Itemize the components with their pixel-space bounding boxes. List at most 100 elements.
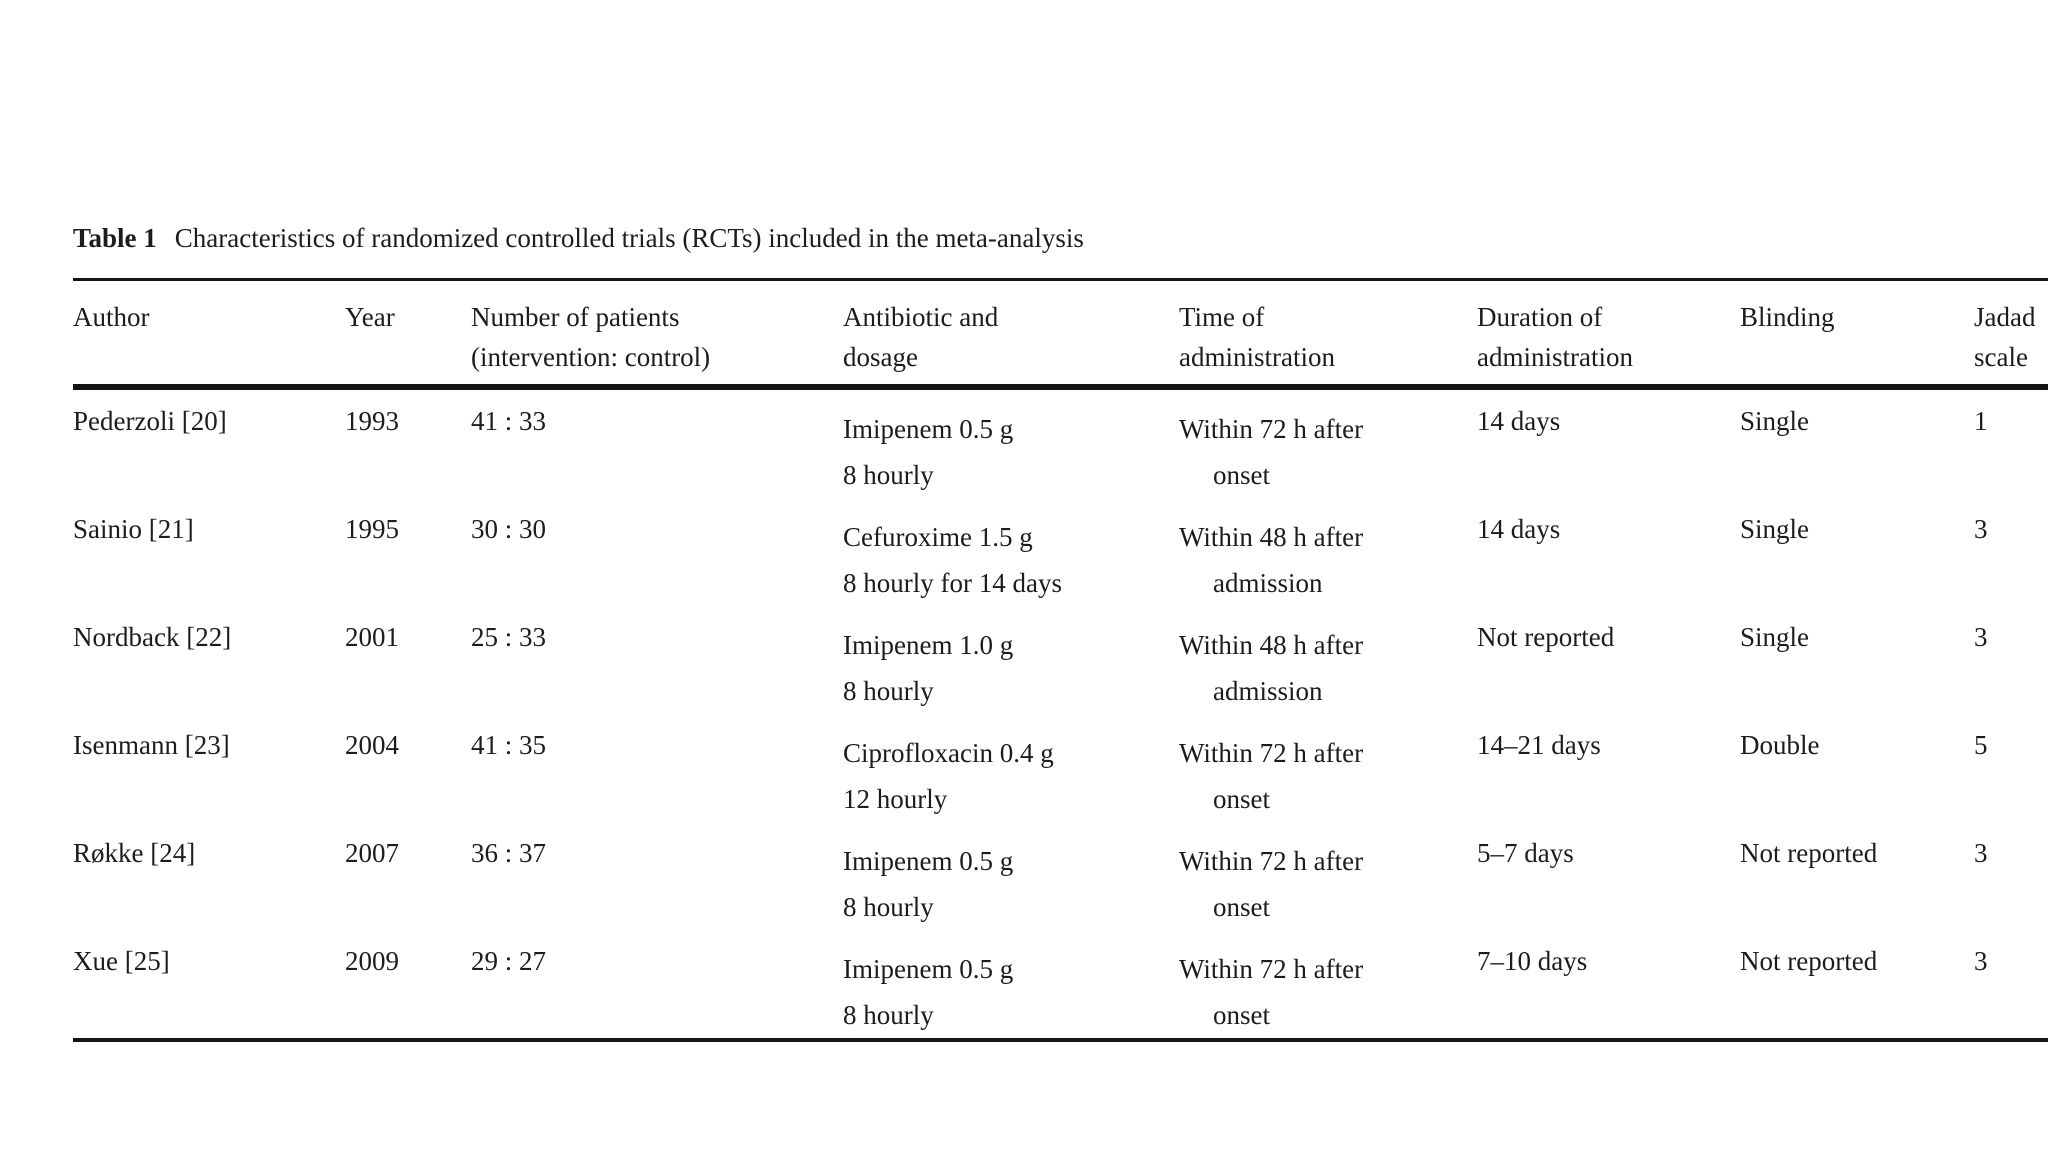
table-caption: Table 1 Characteristics of randomized con… xyxy=(73,218,1084,258)
cell-antibiotic: Imipenem 1.0 g 8 hourly xyxy=(843,606,1179,714)
cell-time: Within 48 h after admission xyxy=(1179,606,1477,714)
rct-characteristics-table: Author Year Number of patients (interven… xyxy=(73,278,2048,1042)
cell-author: Isenmann [23] xyxy=(73,730,230,760)
cell-line: onset xyxy=(1213,1000,1270,1030)
cell-author: Xue [25] xyxy=(73,946,170,976)
table-row: Røkke [24] 2007 36 : 37 Imipenem 0.5 g 8… xyxy=(73,822,2048,930)
cell-line: Within 48 h after xyxy=(1179,630,1364,660)
header-line: dosage xyxy=(843,342,918,372)
cell-line: onset xyxy=(1213,460,1270,490)
cell-year: 2004 xyxy=(345,730,399,760)
cell-line: Imipenem 0.5 g xyxy=(843,846,1014,876)
col-header-jadad: Jadad scale xyxy=(1974,279,2048,390)
cell-year: 2001 xyxy=(345,622,399,652)
cell-duration: 7–10 days xyxy=(1477,946,1588,976)
cell-line: Imipenem 0.5 g xyxy=(843,954,1014,984)
cell-blinding: Single xyxy=(1740,622,1810,652)
cell-line: admission xyxy=(1213,676,1323,706)
col-header-patients: Number of patients (intervention: contro… xyxy=(471,279,843,390)
cell-antibiotic: Cefuroxime 1.5 g 8 hourly for 14 days xyxy=(843,498,1179,606)
cell-blinding: Single xyxy=(1740,514,1810,544)
cell-line: onset xyxy=(1213,892,1270,922)
cell-patients: 41 : 33 xyxy=(471,406,547,436)
header-line: administration xyxy=(1179,342,1335,372)
cell-author: Røkke [24] xyxy=(73,838,196,868)
cell-blinding: Not reported xyxy=(1740,838,1878,868)
cell-antibiotic: Imipenem 0.5 g 8 hourly xyxy=(843,387,1179,498)
cell-year: 1995 xyxy=(345,514,399,544)
table-row: Sainio [21] 1995 30 : 30 Cefuroxime 1.5 … xyxy=(73,498,2048,606)
cell-antibiotic: Imipenem 0.5 g 8 hourly xyxy=(843,822,1179,930)
table-row: Xue [25] 2009 29 : 27 Imipenem 0.5 g 8 h… xyxy=(73,930,2048,1040)
cell-line: Imipenem 1.0 g xyxy=(843,630,1014,660)
cell-jadad: 1 xyxy=(1974,406,1988,436)
cell-patients: 36 : 37 xyxy=(471,838,547,868)
col-header-duration: Duration of administration xyxy=(1477,279,1740,390)
cell-year: 1993 xyxy=(345,406,399,436)
cell-antibiotic: Imipenem 0.5 g 8 hourly xyxy=(843,930,1179,1040)
cell-line: Within 72 h after xyxy=(1179,738,1364,768)
cell-line: Within 48 h after xyxy=(1179,522,1364,552)
cell-line: 12 hourly xyxy=(843,784,948,814)
cell-blinding: Single xyxy=(1740,406,1810,436)
header-row: Author Year Number of patients (interven… xyxy=(73,279,2048,390)
table-caption-text: Characteristics of randomized controlled… xyxy=(174,223,1084,253)
cell-year: 2007 xyxy=(345,838,399,868)
cell-line: Imipenem 0.5 g xyxy=(843,414,1014,444)
cell-blinding: Not reported xyxy=(1740,946,1878,976)
cell-time: Within 48 h after admission xyxy=(1179,498,1477,606)
cell-duration: Not reported xyxy=(1477,622,1615,652)
col-header-year: Year xyxy=(345,279,471,390)
cell-duration: 14 days xyxy=(1477,514,1561,544)
cell-line: 8 hourly xyxy=(843,460,934,490)
cell-author: Nordback [22] xyxy=(73,622,232,652)
col-header-author: Author xyxy=(73,279,345,390)
col-header-time: Time of administration xyxy=(1179,279,1477,390)
cell-author: Sainio [21] xyxy=(73,514,194,544)
cell-line: Ciprofloxacin 0.4 g xyxy=(843,738,1054,768)
cell-line: onset xyxy=(1213,784,1270,814)
header-line: Blinding xyxy=(1740,302,1835,332)
cell-line: Within 72 h after xyxy=(1179,414,1364,444)
header-line: Year xyxy=(345,302,395,332)
col-header-blinding: Blinding xyxy=(1740,279,1974,390)
cell-duration: 14–21 days xyxy=(1477,730,1601,760)
cell-jadad: 3 xyxy=(1974,622,1988,652)
cell-line: 8 hourly for 14 days xyxy=(843,568,1062,598)
table-row: Isenmann [23] 2004 41 : 35 Ciprofloxacin… xyxy=(73,714,2048,822)
header-line: Number of patients xyxy=(471,302,680,332)
cell-time: Within 72 h after onset xyxy=(1179,714,1477,822)
table-caption-label: Table 1 xyxy=(73,223,157,253)
cell-line: admission xyxy=(1213,568,1323,598)
cell-patients: 41 : 35 xyxy=(471,730,547,760)
cell-line: Within 72 h after xyxy=(1179,846,1364,876)
cell-jadad: 3 xyxy=(1974,946,1988,976)
cell-jadad: 3 xyxy=(1974,514,1988,544)
header-line: (intervention: control) xyxy=(471,342,711,372)
header-line: Duration of xyxy=(1477,302,1603,332)
cell-patients: 30 : 30 xyxy=(471,514,547,544)
col-header-antibiotic: Antibiotic and dosage xyxy=(843,279,1179,390)
table-row: Pederzoli [20] 1993 41 : 33 Imipenem 0.5… xyxy=(73,387,2048,498)
cell-patients: 25 : 33 xyxy=(471,622,547,652)
cell-duration: 5–7 days xyxy=(1477,838,1574,868)
cell-patients: 29 : 27 xyxy=(471,946,547,976)
header-line: scale xyxy=(1974,342,2028,372)
cell-line: 8 hourly xyxy=(843,1000,934,1030)
cell-year: 2009 xyxy=(345,946,399,976)
header-line: Jadad xyxy=(1974,302,2036,332)
cell-duration: 14 days xyxy=(1477,406,1561,436)
cell-author: Pederzoli [20] xyxy=(73,406,227,436)
cell-time: Within 72 h after onset xyxy=(1179,822,1477,930)
cell-antibiotic: Ciprofloxacin 0.4 g 12 hourly xyxy=(843,714,1179,822)
cell-time: Within 72 h after onset xyxy=(1179,387,1477,498)
cell-blinding: Double xyxy=(1740,730,1820,760)
header-line: Author xyxy=(73,302,150,332)
header-line: administration xyxy=(1477,342,1633,372)
cell-line: Within 72 h after xyxy=(1179,954,1364,984)
cell-line: Cefuroxime 1.5 g xyxy=(843,522,1033,552)
cell-line: 8 hourly xyxy=(843,676,934,706)
cell-jadad: 3 xyxy=(1974,838,1988,868)
table-row: Nordback [22] 2001 25 : 33 Imipenem 1.0 … xyxy=(73,606,2048,714)
